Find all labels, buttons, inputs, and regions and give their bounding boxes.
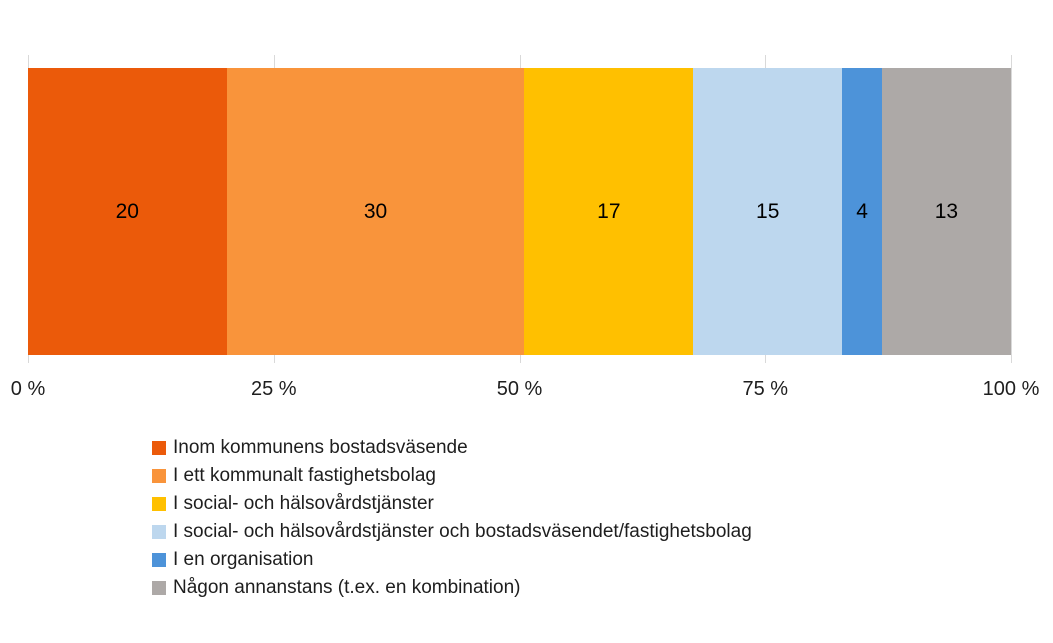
x-axis-tick-label: 100 %	[982, 378, 1040, 400]
data-label: 17	[597, 200, 621, 223]
legend-swatch-icon	[152, 581, 166, 595]
legend-swatch-icon	[152, 553, 166, 567]
legend-item: I social- och hälsovårdstjänster och bos…	[152, 518, 752, 546]
legend-label: I ett kommunalt fastighetsbolag	[173, 465, 436, 486]
bar-segment-inom-kommunens-bostadsvasende: 20	[28, 68, 227, 355]
data-label: 4	[856, 200, 868, 223]
legend-item: Någon annanstans (t.ex. en kombination)	[152, 574, 752, 602]
data-label: 15	[756, 200, 780, 223]
legend-label: I en organisation	[173, 549, 314, 570]
legend-item: Inom kommunens bostadsväsende	[152, 434, 752, 462]
bar-segment-en-organisation: 4	[842, 68, 882, 355]
x-axis-tick-label: 50 %	[496, 378, 543, 400]
data-label: 20	[115, 200, 139, 223]
x-axis-tick-label: 0 %	[10, 378, 46, 400]
legend-swatch-icon	[152, 469, 166, 483]
x-axis: 0 % 25 % 50 % 75 % 100 %	[11, 378, 1040, 406]
gridline-100pct	[1011, 55, 1012, 363]
bar-segment-social-och-halsovardstjanster: 17	[524, 68, 694, 355]
plot-area: 20 30 17 15 4 13	[28, 55, 1012, 363]
x-axis-tick-label: 25 %	[250, 378, 297, 400]
bar-segment-social-och-bostadsvasendet: 15	[693, 68, 843, 355]
chart-legend: Inom kommunens bostadsväsende I ett komm…	[152, 434, 752, 602]
data-label: 30	[363, 200, 388, 223]
legend-swatch-icon	[152, 525, 166, 539]
x-axis-tick-label: 75 %	[742, 378, 789, 400]
legend-label: I social- och hälsovårdstjänster	[173, 493, 434, 514]
legend-swatch-icon	[152, 497, 166, 511]
legend-label: Inom kommunens bostadsväsende	[173, 437, 468, 458]
legend-item: I social- och hälsovårdstjänster	[152, 490, 752, 518]
legend-label: I social- och hälsovårdstjänster och bos…	[173, 521, 752, 542]
legend-item: I en organisation	[152, 546, 752, 574]
legend-swatch-icon	[152, 441, 166, 455]
data-label: 13	[934, 200, 959, 223]
legend-label: Någon annanstans (t.ex. en kombination)	[173, 577, 521, 598]
bar-segment-nagon-annanstans: 13	[881, 68, 1011, 355]
legend-item: I ett kommunalt fastighetsbolag	[152, 462, 752, 490]
bar-segment-kommunalt-fastighetsbolag: 30	[226, 68, 525, 355]
stacked-bar: 20 30 17 15 4 13	[28, 68, 1011, 355]
